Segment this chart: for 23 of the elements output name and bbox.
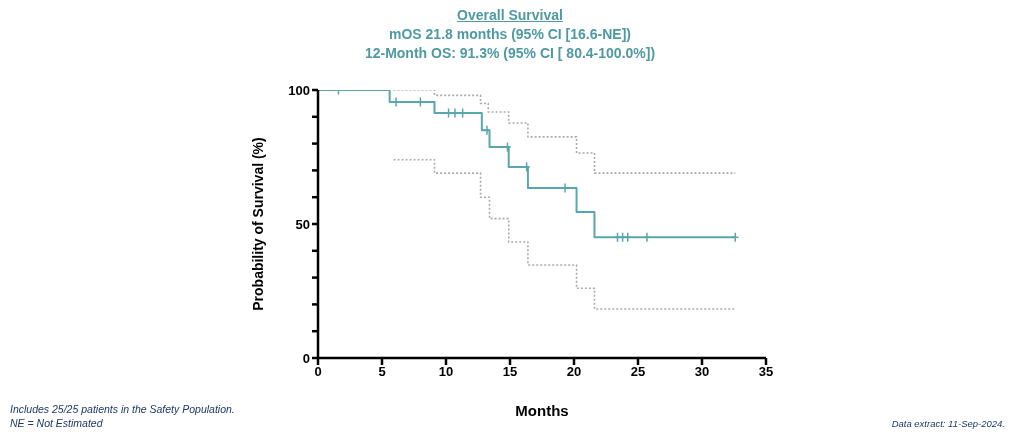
text: NE = Not Estimated bbox=[10, 416, 104, 430]
x-tick-label: 35 bbox=[758, 364, 774, 380]
x-tick-label: 5 bbox=[378, 364, 386, 380]
x-axis-title: Months bbox=[515, 402, 569, 419]
chart-title: Overall Survival bbox=[456, 6, 564, 25]
x-tick-label: 15 bbox=[502, 364, 518, 380]
point bbox=[483, 125, 491, 135]
y-axis-title: Probability of Survival (%) bbox=[249, 137, 266, 311]
text: Data extract: 11-Sep-2024. bbox=[891, 418, 1005, 429]
x-tick-label: 25 bbox=[630, 364, 646, 380]
chart-subtitle: mOS 21.8 months (95% CI [16.6-NE]) 12-Month OS: 91.3% (95% CI [ 80.4-100.0%]) bbox=[363, 25, 657, 63]
y-tick-label: 50 bbox=[295, 216, 310, 232]
x-tick-label: 30 bbox=[694, 364, 710, 380]
y-tick-label: 0 bbox=[302, 350, 310, 366]
x-tick-label: 10 bbox=[438, 364, 454, 380]
point bbox=[643, 232, 651, 242]
y-tick-label: 100 bbox=[288, 82, 310, 98]
point bbox=[732, 232, 739, 242]
point bbox=[624, 232, 632, 242]
text: Includes 25/25 patients in the Safety Population. bbox=[10, 402, 235, 416]
x-tick-label: 0 bbox=[314, 364, 322, 380]
point bbox=[619, 232, 626, 242]
x-tick-label: 20 bbox=[566, 364, 582, 380]
